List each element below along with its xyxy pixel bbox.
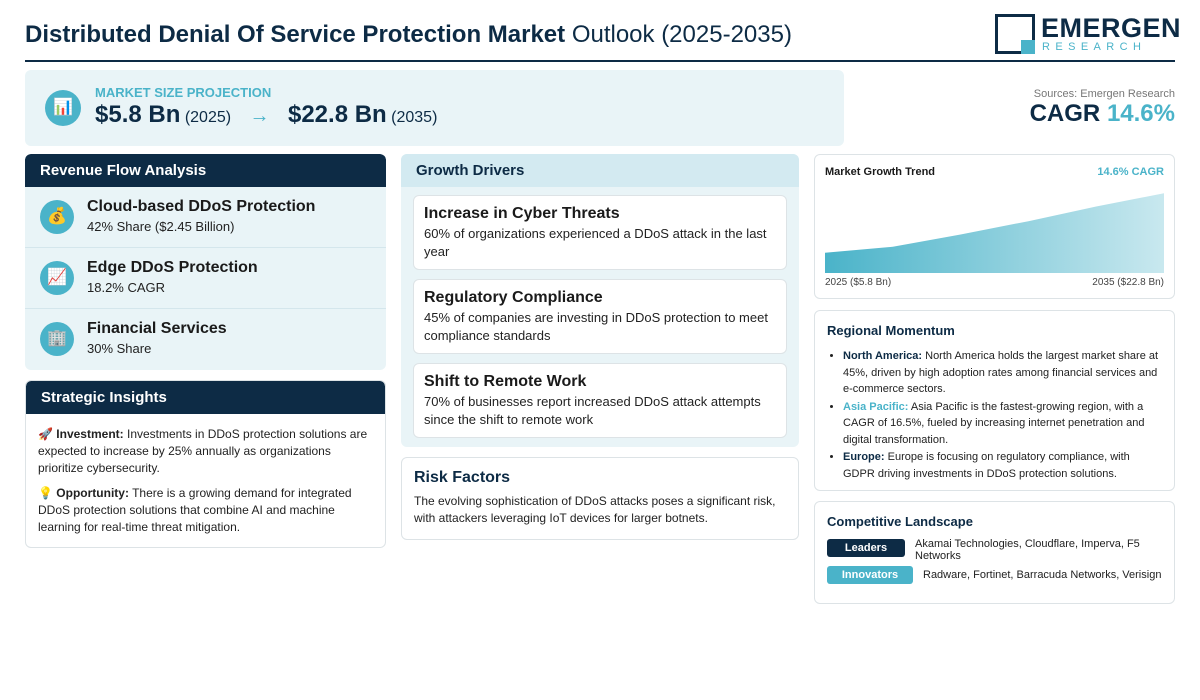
driver-title: Regulatory Compliance (424, 289, 603, 306)
logo-name: EMERGEN (1041, 13, 1182, 43)
driver-text: 70% of businesses report increased DDoS … (424, 394, 761, 427)
start-value: $5.8 Bn (95, 101, 181, 128)
risk-factors-card: Risk Factors The evolving sophistication… (401, 457, 799, 540)
revenue-flow-card: Revenue Flow Analysis 💰 Cloud-based DDoS… (25, 154, 386, 370)
rocket-icon: 🚀 (38, 427, 53, 441)
header: Distributed Denial Of Service Protection… (25, 12, 1181, 62)
investment-insight: 🚀 Investment: Investments in DDoS protec… (38, 427, 368, 475)
opportunity-insight: 💡 Opportunity: There is a growing demand… (38, 486, 352, 534)
risk-factors-title: Risk Factors (414, 469, 511, 486)
market-growth-trend-card: Market Growth Trend 14.6% CAGR 2025 ($5.… (814, 154, 1175, 299)
innovators-row: Innovators Radware, Fortinet, Barracuda … (827, 566, 1162, 593)
innovators-list: Radware, Fortinet, Barracuda Networks, V… (923, 569, 1162, 581)
regional-momentum-title: Regional Momentum (827, 323, 955, 338)
revenue-item-cloud: 💰 Cloud-based DDoS Protection 42% Share … (25, 187, 386, 248)
revenue-item-sub: 42% Share ($2.45 Billion) (87, 219, 235, 234)
logo-mark-icon (995, 14, 1035, 54)
region-north-america: North America: North America holds the l… (843, 348, 1162, 398)
growth-area-series (825, 193, 1164, 273)
regional-momentum-card: Regional Momentum North America: North A… (814, 310, 1175, 491)
revenue-item-title: Edge DDoS Protection (87, 259, 258, 276)
innovators-badge: Innovators (827, 566, 913, 584)
revenue-item-edge: 📈 Edge DDoS Protection 18.2% CAGR (25, 248, 386, 309)
competitive-landscape-title: Competitive Landscape (827, 514, 973, 529)
page-title: Distributed Denial Of Service Protection… (25, 21, 792, 48)
revenue-flow-title: Revenue Flow Analysis (25, 154, 386, 187)
chart-title: Market Growth Trend (825, 166, 936, 178)
revenue-item-sub: 18.2% CAGR (87, 280, 166, 295)
strategic-insights-card: Strategic Insights 🚀 Investment: Investm… (25, 380, 386, 548)
competitive-landscape-card: Competitive Landscape Leaders Akamai Tec… (814, 501, 1175, 604)
growth-drivers-card: Growth Drivers Increase in Cyber Threats… (401, 154, 799, 447)
growth-area-chart (825, 193, 1164, 273)
revenue-item-sub: 30% Share (87, 341, 152, 356)
cagr-summary: CAGR 14.6% (1029, 100, 1175, 127)
chart-end-label: 2035 ($22.8 Bn) (1092, 277, 1164, 288)
revenue-item-title: Financial Services (87, 320, 227, 337)
chart-start-label: 2025 ($5.8 Bn) (825, 277, 892, 288)
region-list: North America: North America holds the l… (827, 348, 1162, 482)
driver-cyber-threats: Increase in Cyber Threats 60% of organiz… (413, 195, 787, 270)
revenue-item-financial: 🏢 Financial Services 30% Share (25, 309, 386, 370)
driver-title: Increase in Cyber Threats (424, 205, 620, 222)
chart-cagr-badge: 14.6% CAGR (1097, 166, 1164, 178)
leaders-row: Leaders Akamai Technologies, Cloudflare,… (827, 538, 1162, 566)
emergen-logo: EMERGEN RESEARCH (995, 14, 1181, 56)
logo-subtitle: RESEARCH (1042, 41, 1147, 53)
end-value: $22.8 Bn (287, 101, 387, 128)
chart-up-icon: 📈 (40, 261, 74, 295)
leaders-list: Akamai Technologies, Cloudflare, Imperva… (915, 538, 1140, 562)
arrow-right-icon: → (249, 105, 270, 127)
driver-remote-work: Shift to Remote Work 70% of businesses r… (413, 363, 787, 438)
bar-chart-icon: 📊 (45, 90, 81, 126)
leaders-badge: Leaders (827, 539, 905, 557)
driver-title: Shift to Remote Work (424, 373, 587, 390)
lightbulb-icon: 💡 (38, 486, 53, 500)
driver-text: 60% of organizations experienced a DDoS … (424, 226, 767, 259)
risk-factors-text: The evolving sophistication of DDoS atta… (414, 494, 776, 525)
region-asia-pacific: Asia Pacific: Asia Pacific is the fastes… (843, 399, 1162, 449)
sources-note: Sources: Emergen Research (1033, 88, 1175, 100)
region-europe: Europe: Europe is focusing on regulatory… (843, 449, 1162, 482)
start-year: (2025) (184, 109, 232, 126)
strategic-insights-title: Strategic Insights (26, 381, 385, 414)
driver-text: 45% of companies are investing in DDoS p… (424, 310, 768, 343)
market-size-projection: 📊 MARKET SIZE PROJECTION $5.8 Bn (2025) … (25, 70, 844, 146)
revenue-item-title: Cloud-based DDoS Protection (87, 198, 316, 215)
driver-regulatory-compliance: Regulatory Compliance 45% of companies a… (413, 279, 787, 354)
money-bag-icon: 💰 (40, 200, 74, 234)
end-year: (2035) (391, 109, 438, 126)
office-building-icon: 🏢 (40, 322, 74, 356)
growth-drivers-title: Growth Drivers (401, 154, 799, 187)
projection-label: MARKET SIZE PROJECTION (95, 85, 272, 100)
projection-values: $5.8 Bn (2025) → $22.8 Bn (2035) (95, 101, 437, 129)
